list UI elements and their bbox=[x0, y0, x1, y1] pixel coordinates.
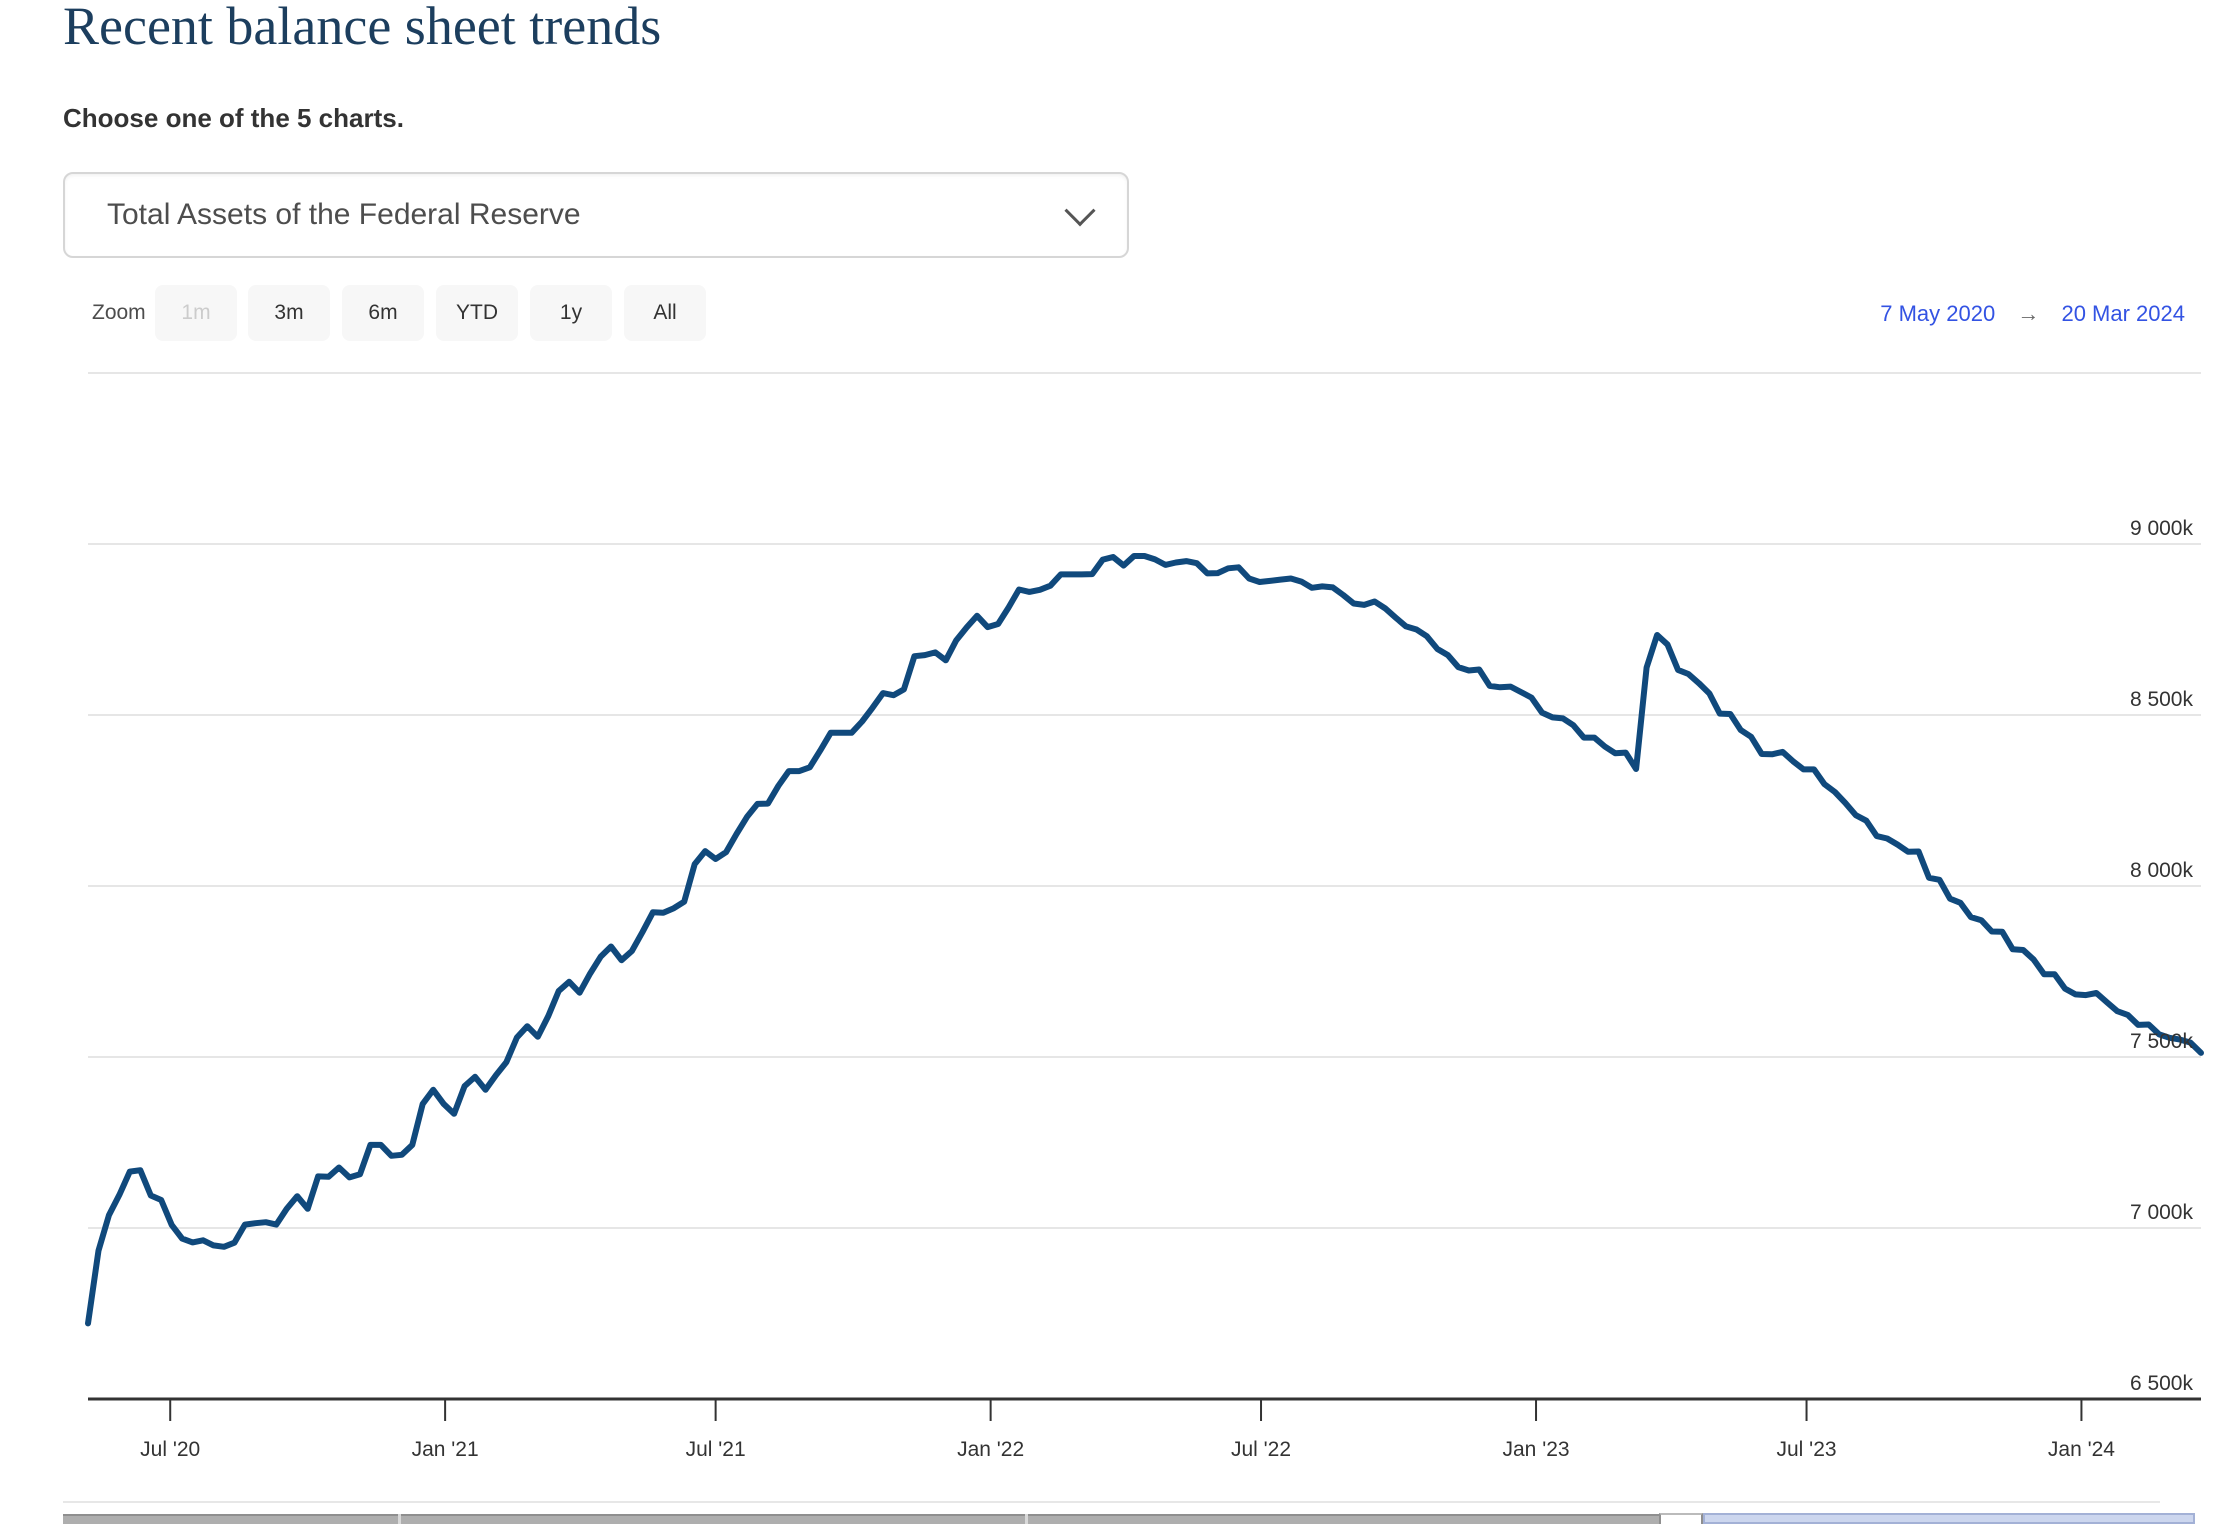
range-end-input[interactable]: 20 Mar 2024 bbox=[2061, 301, 2185, 326]
section-divider bbox=[63, 1501, 2160, 1503]
zoom-button-1y[interactable]: 1y bbox=[530, 285, 612, 341]
y-axis-label: 9 000k bbox=[2129, 517, 2193, 540]
scrollbar-thumb[interactable] bbox=[1703, 1513, 2195, 1524]
range-start-input[interactable]: 7 May 2020 bbox=[1880, 301, 1996, 326]
zoom-button-6m[interactable]: 6m bbox=[342, 285, 424, 341]
y-axis-label: 7 500k bbox=[2129, 1030, 2193, 1053]
x-axis-label: Jul '20 bbox=[140, 1438, 201, 1461]
chart-chooser-label: Choose one of the 5 charts. bbox=[63, 103, 404, 133]
scrollbar-separator bbox=[398, 1514, 401, 1524]
x-axis-label: Jul '21 bbox=[685, 1438, 746, 1461]
scrollbar-separator bbox=[1025, 1514, 1028, 1524]
y-axis-label: 8 000k bbox=[2129, 859, 2193, 882]
page-title: Recent balance sheet trends bbox=[63, 0, 662, 56]
y-axis-label: 8 500k bbox=[2129, 688, 2193, 711]
scrollbar-handle[interactable] bbox=[1659, 1513, 1703, 1524]
zoom-button-all[interactable]: All bbox=[624, 285, 706, 341]
x-axis-label: Jan '22 bbox=[957, 1438, 1025, 1461]
y-axis-label: 7 000k bbox=[2129, 1201, 2193, 1224]
zoom-label: Zoom bbox=[92, 301, 146, 324]
chart-select-value: Total Assets of the Federal Reserve bbox=[107, 198, 581, 231]
series-line bbox=[85, 553, 2204, 1327]
x-axis-label: Jul '22 bbox=[1230, 1438, 1292, 1461]
zoom-button-3m[interactable]: 3m bbox=[248, 285, 330, 341]
x-axis-label: Jan '21 bbox=[411, 1438, 479, 1461]
x-axis-label: Jan '24 bbox=[2047, 1438, 2115, 1461]
chart-select[interactable]: Total Assets of the Federal Reserve bbox=[63, 172, 1129, 258]
range-arrow-icon: → bbox=[2017, 301, 2040, 326]
y-axis-label: 6 500k bbox=[2129, 1372, 2193, 1395]
scrollbar-rail[interactable] bbox=[63, 1514, 1659, 1524]
zoom-button-ytd[interactable]: YTD bbox=[436, 285, 518, 341]
x-axis-label: Jan '23 bbox=[1502, 1438, 1570, 1461]
x-axis-label: Jul '23 bbox=[1776, 1438, 1837, 1461]
zoom-button-1m[interactable]: 1m bbox=[155, 285, 237, 341]
date-range: 7 May 2020 → 20 Mar 2024 bbox=[1880, 299, 2185, 329]
